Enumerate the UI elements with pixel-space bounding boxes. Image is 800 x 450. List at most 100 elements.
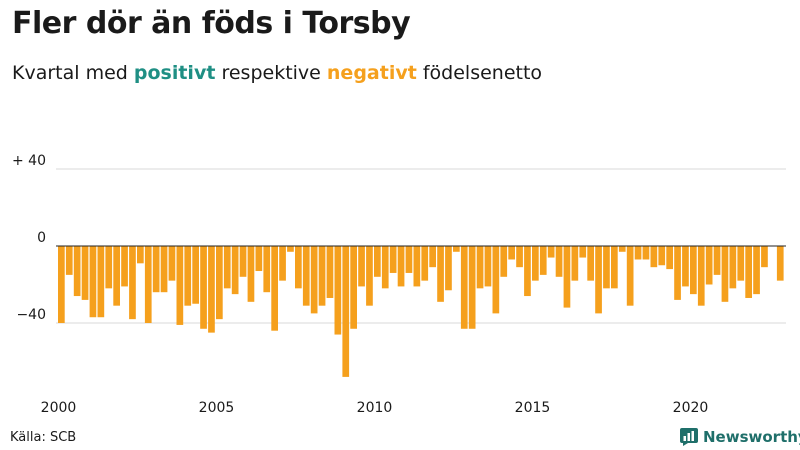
bar-2012-k2 bbox=[445, 246, 452, 291]
bar-2001-k4 bbox=[113, 246, 120, 306]
bar-2001-k1 bbox=[89, 246, 97, 318]
bar-2016-k2 bbox=[571, 246, 579, 281]
bar-2018-k4 bbox=[650, 246, 658, 268]
bar-2008-k3 bbox=[326, 246, 334, 298]
bar-2009-k1 bbox=[342, 246, 350, 377]
bar-2008-k1 bbox=[310, 246, 318, 314]
bar-2002-k2 bbox=[129, 246, 136, 320]
chart-subtitle: Kvartal med positivt respektive negativt… bbox=[12, 62, 542, 84]
bar-2015-k3 bbox=[547, 246, 555, 258]
bar-2011-k1 bbox=[405, 246, 413, 273]
bar-2012-k3 bbox=[453, 246, 460, 252]
subtitle-positive-label: positivt bbox=[133, 62, 216, 84]
bar-2018-k1 bbox=[626, 246, 634, 306]
bar-2003-k1 bbox=[152, 246, 160, 293]
bar-2000-k2 bbox=[65, 246, 73, 275]
y-tick-label: −40 bbox=[16, 307, 46, 323]
bar-2020-k2 bbox=[697, 246, 705, 306]
bar-chart: + 40 0 −40 2000 2005 2010 2015 2020 bbox=[12, 153, 786, 416]
bar-2014-k2 bbox=[508, 246, 515, 260]
bar-2004-k4 bbox=[208, 246, 215, 333]
bar-2017-k2 bbox=[603, 246, 610, 289]
bar-2016-k1 bbox=[563, 246, 571, 308]
source-note: Källa: SCB bbox=[10, 430, 77, 445]
bar-2014-k1 bbox=[500, 246, 508, 277]
x-axis-labels: 2000 2005 2010 2015 2020 bbox=[41, 400, 709, 416]
bar-2012-k1 bbox=[437, 246, 444, 302]
bar-2015-k2 bbox=[539, 246, 547, 275]
bar-2013-k1 bbox=[468, 246, 476, 329]
bar-2007-k4 bbox=[302, 246, 310, 306]
bar-2021-k1 bbox=[721, 246, 729, 302]
y-tick-label: 0 bbox=[37, 230, 46, 246]
bar-2006-k4 bbox=[271, 246, 278, 331]
bar-2016-k3 bbox=[579, 246, 587, 258]
bar-2008-k4 bbox=[334, 246, 342, 335]
bar-2012-k4 bbox=[460, 246, 468, 329]
bar-2020-k4 bbox=[713, 246, 721, 275]
subtitle-text-pre: Kvartal med bbox=[12, 62, 134, 84]
bar-2000-k4 bbox=[81, 246, 89, 300]
subtitle-negative-label: negativt bbox=[326, 62, 417, 84]
bar-2009-k2 bbox=[350, 246, 357, 329]
bar-2019-k3 bbox=[674, 246, 681, 300]
subtitle-text-post: födelsenetto bbox=[416, 62, 543, 84]
bar-2018-k3 bbox=[642, 246, 650, 260]
bar-2019-k4 bbox=[682, 246, 689, 287]
bar-2008-k2 bbox=[318, 246, 326, 306]
bar-2000-k1 bbox=[58, 246, 65, 323]
bar-2010-k2 bbox=[381, 246, 389, 289]
y-axis-labels: + 40 0 −40 bbox=[12, 153, 46, 323]
newsworthy-logo: Newsworthy bbox=[680, 427, 800, 447]
bar-2009-k4 bbox=[366, 246, 373, 306]
bar-2019-k1 bbox=[658, 246, 666, 266]
bar-2001-k3 bbox=[105, 246, 113, 289]
x-tick-label: 2010 bbox=[357, 400, 393, 416]
bar-2003-k4 bbox=[176, 246, 184, 325]
bar-2013-k4 bbox=[492, 246, 500, 314]
x-tick-label: 2015 bbox=[515, 400, 551, 416]
bar-2010-k4 bbox=[397, 246, 405, 287]
bar-2021-k2 bbox=[729, 246, 737, 289]
bar-2013-k2 bbox=[476, 246, 484, 289]
brand-name: Newsworthy bbox=[703, 428, 800, 446]
y-tick-label: + 40 bbox=[12, 153, 46, 169]
subtitle-text-mid: respektive bbox=[215, 62, 327, 84]
bar-2016-k4 bbox=[587, 246, 594, 281]
bar-2013-k3 bbox=[484, 246, 492, 287]
bar-2021-k3 bbox=[737, 246, 745, 281]
bar-2004-k1 bbox=[184, 246, 192, 306]
bar-2003-k2 bbox=[160, 246, 168, 293]
bar-2022-k2 bbox=[761, 246, 768, 268]
bar-2000-k3 bbox=[73, 246, 81, 297]
x-tick-label: 2020 bbox=[673, 400, 709, 416]
bar-2022-k1 bbox=[753, 246, 760, 295]
bar-2002-k1 bbox=[121, 246, 128, 287]
bar-2005-k4 bbox=[239, 246, 247, 277]
bar-2011-k3 bbox=[421, 246, 429, 281]
bar-2007-k3 bbox=[295, 246, 302, 289]
bar-2011-k4 bbox=[429, 246, 436, 268]
bar-2004-k2 bbox=[192, 246, 199, 304]
bars bbox=[58, 246, 784, 377]
x-tick-label: 2000 bbox=[41, 400, 77, 416]
bar-2010-k3 bbox=[389, 246, 397, 273]
bar-2002-k3 bbox=[137, 246, 144, 264]
bar-2007-k1 bbox=[279, 246, 286, 281]
bar-2021-k4 bbox=[745, 246, 752, 298]
bar-2020-k3 bbox=[705, 246, 713, 285]
newsworthy-logo-icon bbox=[680, 428, 698, 446]
bar-2017-k3 bbox=[611, 246, 618, 289]
bar-2003-k3 bbox=[168, 246, 176, 281]
x-tick-label: 2005 bbox=[199, 400, 235, 416]
bar-2015-k4 bbox=[555, 246, 563, 277]
bar-2017-k1 bbox=[595, 246, 602, 314]
bar-2005-k1 bbox=[216, 246, 223, 320]
bar-2006-k3 bbox=[263, 246, 271, 293]
bar-2014-k3 bbox=[516, 246, 523, 268]
bar-2015-k1 bbox=[532, 246, 539, 281]
bar-2007-k2 bbox=[287, 246, 294, 252]
bar-2009-k3 bbox=[358, 246, 365, 287]
bar-2010-k1 bbox=[374, 246, 381, 277]
bar-2017-k4 bbox=[618, 246, 626, 252]
